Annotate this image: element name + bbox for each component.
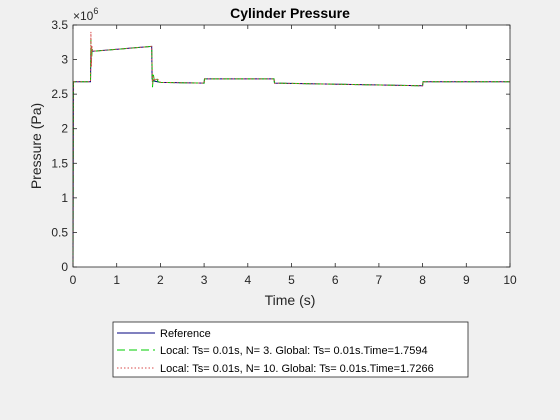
x-tick-label: 5 [288, 273, 295, 287]
y-axis-exponent: ×106 [73, 6, 98, 23]
x-axis-ticks: 0 1 2 3 4 5 6 7 8 9 10 [70, 25, 517, 287]
x-tick-label: 1 [113, 273, 120, 287]
x-tick-label: 0 [70, 273, 77, 287]
y-tick-label: 2 [61, 122, 68, 136]
series-layer [72, 31, 510, 268]
x-tick-label: 8 [419, 273, 426, 287]
legend-label-local-n3: Local: Ts= 0.01s, N= 3. Global: Ts= 0.01… [160, 345, 428, 357]
x-tick-label: 3 [201, 273, 208, 287]
y-tick-label: 2.5 [51, 87, 68, 101]
x-tick-label: 7 [376, 273, 383, 287]
x-tick-label: 9 [463, 273, 470, 287]
y-tick-label: 3 [61, 53, 68, 67]
x-axis-label: Time (s) [265, 292, 316, 308]
y-tick-label: 0.5 [51, 225, 68, 239]
x-tick-label: 2 [157, 273, 164, 287]
y-tick-label: 1.5 [51, 156, 68, 170]
legend: Reference Local: Ts= 0.01s, N= 3. Global… [112, 321, 469, 378]
y-axis-ticks: 0 0.5 1 1.5 2 2.5 3 3.5 [51, 18, 510, 274]
series-line-local-n3 [72, 38, 510, 268]
y-tick-label: 1 [61, 191, 68, 205]
y-axis-label: Pressure (Pa) [28, 103, 44, 189]
x-tick-label: 10 [503, 273, 517, 287]
x-tick-label: 6 [332, 273, 339, 287]
x-tick-label: 4 [244, 273, 251, 287]
legend-box [112, 321, 469, 378]
plot-area [73, 25, 510, 267]
y-tick-label: 3.5 [51, 18, 68, 32]
legend-label-local-n10: Local: Ts= 0.01s, N= 10. Global: Ts= 0.0… [160, 363, 434, 375]
series-line-local-n10 [72, 31, 510, 268]
legend-label-reference: Reference [160, 328, 211, 340]
chart-title: Cylinder Pressure [230, 5, 350, 21]
y-tick-label: 0 [61, 260, 68, 274]
